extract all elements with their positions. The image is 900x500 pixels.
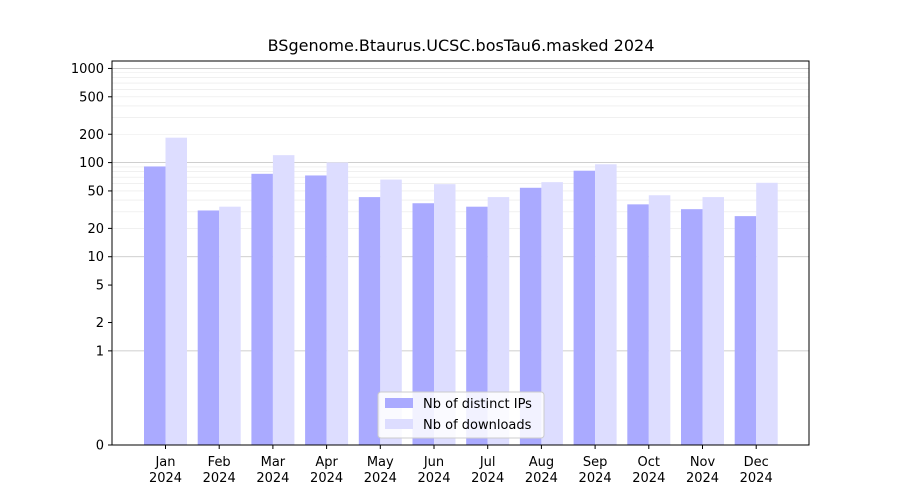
y-tick-label: 200 — [79, 128, 104, 143]
x-axis: Jan 2024 Feb 2024 Mar 2024 Apr 2024 May 2024 Jun 20… — [149, 445, 773, 486]
y-axis: 0 1 2 5 10 20 50 100 200 500 1000 — [71, 62, 112, 454]
bar-distinct-ips — [466, 206, 488, 445]
y-tick-label: 1 — [96, 344, 104, 359]
plot-frame — [111, 60, 810, 446]
y-tick-label: 10 — [87, 250, 104, 265]
bars — [144, 137, 778, 446]
y-tick-label: 100 — [79, 156, 104, 171]
grid-lines — [112, 68, 809, 352]
x-tick-label: Apr 2024 — [310, 455, 343, 486]
legend-box — [377, 391, 545, 439]
legend-label: Nb of downloads — [423, 418, 532, 433]
bar-distinct-ips — [681, 209, 703, 445]
x-tick-label: Feb 2024 — [203, 455, 236, 486]
legend-swatch — [385, 419, 413, 429]
x-tick-label: Aug 2024 — [525, 455, 558, 486]
bar-distinct-ips — [627, 204, 649, 445]
x-tick-label: Sep 2024 — [579, 455, 612, 486]
y-tick-label: 20 — [87, 222, 104, 237]
y-tick-label: 5 — [96, 279, 104, 294]
bar-distinct-ips — [412, 203, 434, 445]
x-tick-label: May 2024 — [364, 455, 397, 486]
bar-distinct-ips — [519, 187, 542, 445]
bar-downloads — [219, 206, 241, 445]
x-tick-label: Nov 2024 — [686, 455, 719, 486]
y-tick-label: 1000 — [71, 62, 104, 77]
x-tick-label: Mar 2024 — [256, 455, 289, 486]
legend-label: Nb of distinct IPs — [423, 397, 532, 412]
bar-downloads — [702, 197, 724, 445]
bar-downloads — [595, 164, 617, 445]
bar-downloads — [326, 162, 349, 445]
bar-distinct-ips — [358, 197, 381, 445]
bar-distinct-ips — [734, 216, 757, 445]
bar-downloads — [487, 197, 510, 445]
bar-distinct-ips — [197, 210, 220, 445]
bar-downloads — [165, 137, 187, 445]
x-tick-label: Jan 2024 — [149, 455, 182, 486]
x-tick-label: Jun 2024 — [417, 455, 450, 486]
x-tick-label: Jul 2024 — [471, 455, 504, 486]
bar-downloads — [380, 179, 402, 446]
y-tick-label: 0 — [96, 439, 104, 454]
bar-distinct-ips — [573, 170, 596, 445]
bar-distinct-ips — [305, 175, 327, 445]
bar-downloads — [648, 195, 671, 445]
x-tick-label: Oct 2024 — [632, 455, 665, 486]
chart-title: BSgenome.Btaurus.UCSC.bosTau6.masked 202… — [268, 36, 655, 55]
bar-downloads — [434, 184, 456, 445]
legend-swatch — [385, 398, 413, 408]
bar-distinct-ips — [251, 173, 273, 445]
legend: Nb of distinct IPs Nb of downloads — [377, 391, 545, 439]
y-tick-label: 2 — [96, 316, 104, 331]
x-tick-label: Dec 2024 — [740, 455, 773, 486]
bar-downloads — [756, 182, 778, 445]
bar-downloads — [541, 182, 563, 445]
y-tick-label: 50 — [87, 184, 104, 199]
bar-downloads — [272, 155, 295, 445]
y-tick-label: 500 — [79, 90, 104, 105]
bar-distinct-ips — [144, 166, 166, 445]
